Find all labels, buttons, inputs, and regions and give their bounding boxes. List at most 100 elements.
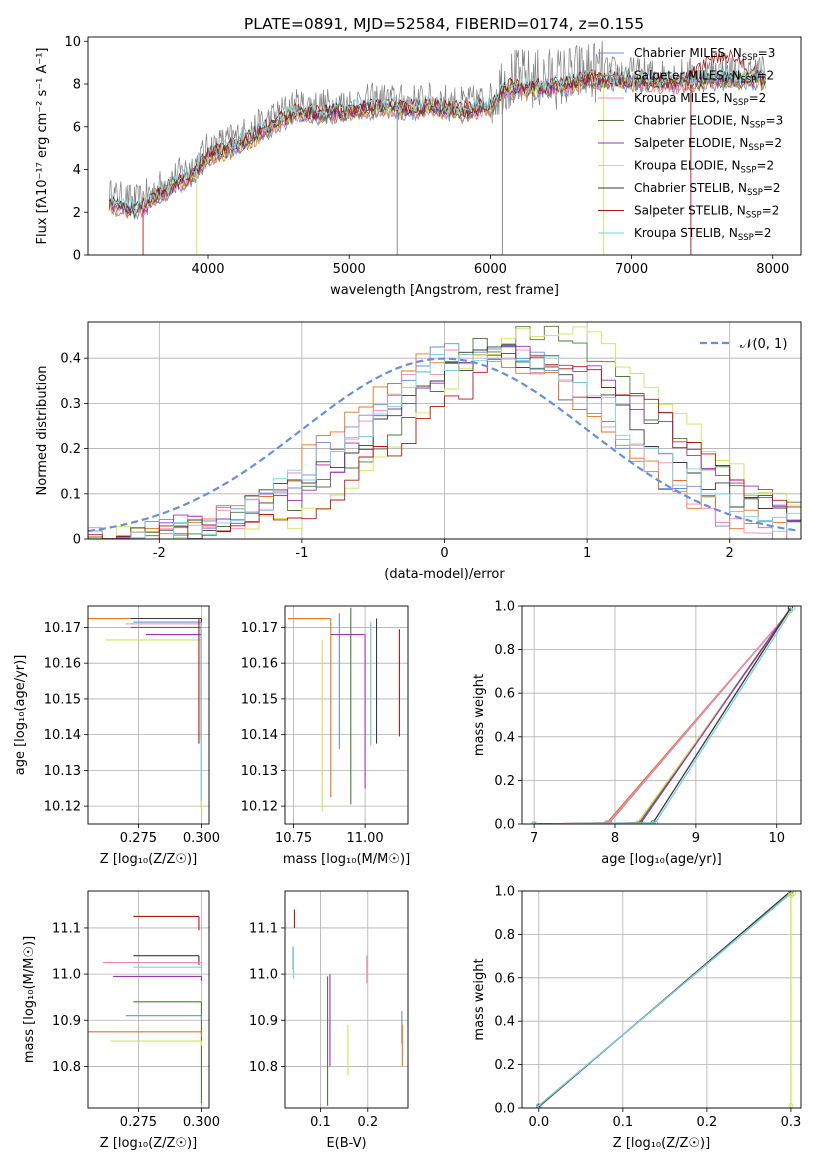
- y-tick-label: 10.17: [44, 621, 81, 636]
- cdf-line: [534, 607, 794, 824]
- y-tick-label: 10.15: [44, 692, 81, 707]
- y-tick-label: 0.4: [494, 730, 515, 745]
- data-point: [133, 621, 202, 808]
- data-point: [125, 623, 202, 803]
- y-tick-label: 0.2: [494, 774, 515, 789]
- x-tick-label: 0.275: [120, 831, 157, 846]
- y-tick-label: 10.12: [241, 800, 278, 815]
- x-tick-label: 4000: [191, 262, 224, 277]
- legend-entry: Kroupa MILES, NSSP=2: [634, 91, 766, 108]
- data-point: [133, 966, 202, 972]
- Z_cdf-frame: [521, 890, 802, 1109]
- cdf-line: [534, 607, 792, 824]
- x-tick-label: 0: [440, 546, 448, 561]
- data-point: [130, 617, 202, 741]
- legend-entry: Chabrier MILES, NSSP=3: [634, 46, 775, 63]
- y-tick-label: 10.15: [241, 692, 278, 707]
- y-tick-label: 10.14: [241, 728, 278, 743]
- x-axis-label: (data-model)/error: [384, 567, 505, 582]
- data-point: [287, 617, 332, 798]
- data-point: [113, 975, 202, 982]
- y-tick-label: 0.3: [60, 397, 81, 412]
- data-point: [133, 955, 200, 965]
- y-tick-label: 0.6: [494, 687, 515, 702]
- x-tick-label: -1: [295, 546, 308, 561]
- data-point: [133, 1001, 202, 1104]
- data-point: [130, 626, 202, 799]
- x-tick-label: 7000: [615, 262, 648, 277]
- legend-entry: Kroupa ELODIE, NSSP=2: [634, 159, 774, 176]
- x-axis-label: Z [log₁₀(Z/Z☉)]: [100, 852, 197, 867]
- age_vs_Z-plot-area: [88, 617, 202, 812]
- y-tick-label: 6: [73, 120, 81, 135]
- spectrum-model-line: [108, 69, 767, 214]
- legend-entry: Salpeter ELODIE, NSSP=2: [634, 136, 782, 153]
- y-tick-label: 11.1: [249, 921, 278, 936]
- y-tick-label: 0.0: [494, 818, 515, 833]
- residuals-plot-area: [88, 325, 801, 539]
- y-tick-label: 10.9: [249, 1014, 278, 1029]
- y-tick-label: 11.0: [249, 968, 278, 983]
- mass_vs_ebv-frame: [284, 890, 409, 1109]
- normal-curve: [88, 357, 799, 533]
- residuals-frame: [87, 321, 802, 540]
- y-tick-label: 0.4: [494, 1015, 515, 1030]
- age_cdf-frame: [521, 605, 802, 825]
- x-axis-label: age [log₁₀(age/yr)]: [601, 852, 722, 867]
- y-axis-label: mass weight: [472, 958, 487, 1040]
- y-tick-label: 0.4: [60, 352, 81, 367]
- y-tick-label: 2: [73, 206, 81, 221]
- legend-entry: Chabrier STELIB, NSSP=2: [634, 181, 781, 198]
- x-tick-label: 0.300: [183, 1115, 220, 1130]
- mass_vs_Z-frame: [87, 890, 210, 1109]
- x-axis-label: wavelength [Angstrom, rest frame]: [330, 283, 559, 298]
- mass_vs_ebv-plot-area: [292, 909, 403, 1106]
- mass_vs_Z-plot-area: [88, 915, 202, 1104]
- x-tick-label: 6000: [474, 262, 507, 277]
- y-tick-label: 0: [73, 533, 81, 548]
- y-tick-label: 10.16: [44, 657, 81, 672]
- data-point: [110, 1040, 202, 1046]
- legend-entry: 𝒩(0, 1): [740, 337, 787, 352]
- y-tick-label: 0.0: [494, 1102, 515, 1117]
- age_vs_mass-plot-area: [287, 607, 400, 812]
- cdf-marker: [536, 1103, 542, 1108]
- residual-histogram: [88, 344, 801, 539]
- x-tick-label: 0.300: [183, 831, 220, 846]
- x-tick-label: 0.275: [120, 1115, 157, 1130]
- x-tick-label: 10.75: [275, 831, 312, 846]
- y-axis-label: Normed distribution: [35, 366, 50, 496]
- y-tick-label: 11.1: [52, 921, 81, 936]
- y-tick-label: 10.17: [241, 621, 278, 636]
- mass_vs_ebv-axes: 0.1 0.2 10.8 10.9 11.0 11.1 E(B-V): [249, 891, 408, 1151]
- age_cdf-axes: 7 8 9 10 0.0 0.2 0.4 0.6 0.8 1.0 age [log₁₀(age/yr…: [472, 600, 801, 867]
- y-tick-label: 10.9: [52, 1014, 81, 1029]
- spectrum-frame: [87, 36, 802, 256]
- x-tick-label: 5000: [333, 262, 366, 277]
- x-tick-label: 0.1: [310, 1115, 331, 1130]
- data-point: [88, 617, 202, 741]
- y-tick-label: 10.16: [241, 657, 278, 672]
- y-axis-label: mass weight: [472, 674, 487, 756]
- cdf-marker: [788, 1103, 794, 1108]
- legend-entry: Chabrier ELODIE, NSSP=3: [634, 114, 783, 131]
- spectrum-plot-area: [108, 40, 767, 255]
- legend-entry: Salpeter STELIB, NSSP=2: [634, 204, 779, 221]
- cdf-marker: [790, 606, 796, 611]
- legend-entry: Kroupa STELIB, NSSP=2: [634, 226, 772, 243]
- data-point: [103, 962, 202, 968]
- y-tick-label: 0.8: [494, 643, 515, 658]
- data-point: [133, 915, 200, 931]
- y-tick-label: 4: [73, 163, 81, 178]
- y-tick-label: 10.8: [249, 1060, 278, 1075]
- y-tick-label: 0: [73, 249, 81, 264]
- x-tick-label: -2: [153, 546, 166, 561]
- cdf-marker: [652, 820, 659, 824]
- data-point: [105, 639, 202, 812]
- y-tick-label: 10.13: [241, 764, 278, 779]
- x-tick-label: 0.2: [357, 1115, 378, 1130]
- y-tick-label: 1.0: [494, 885, 515, 900]
- y-axis-label: Flux [fλ10⁻¹⁷ erg cm⁻² s⁻¹ A⁻¹]: [35, 48, 50, 245]
- x-axis-label: Z [log₁₀(Z/Z☉)]: [100, 1136, 197, 1151]
